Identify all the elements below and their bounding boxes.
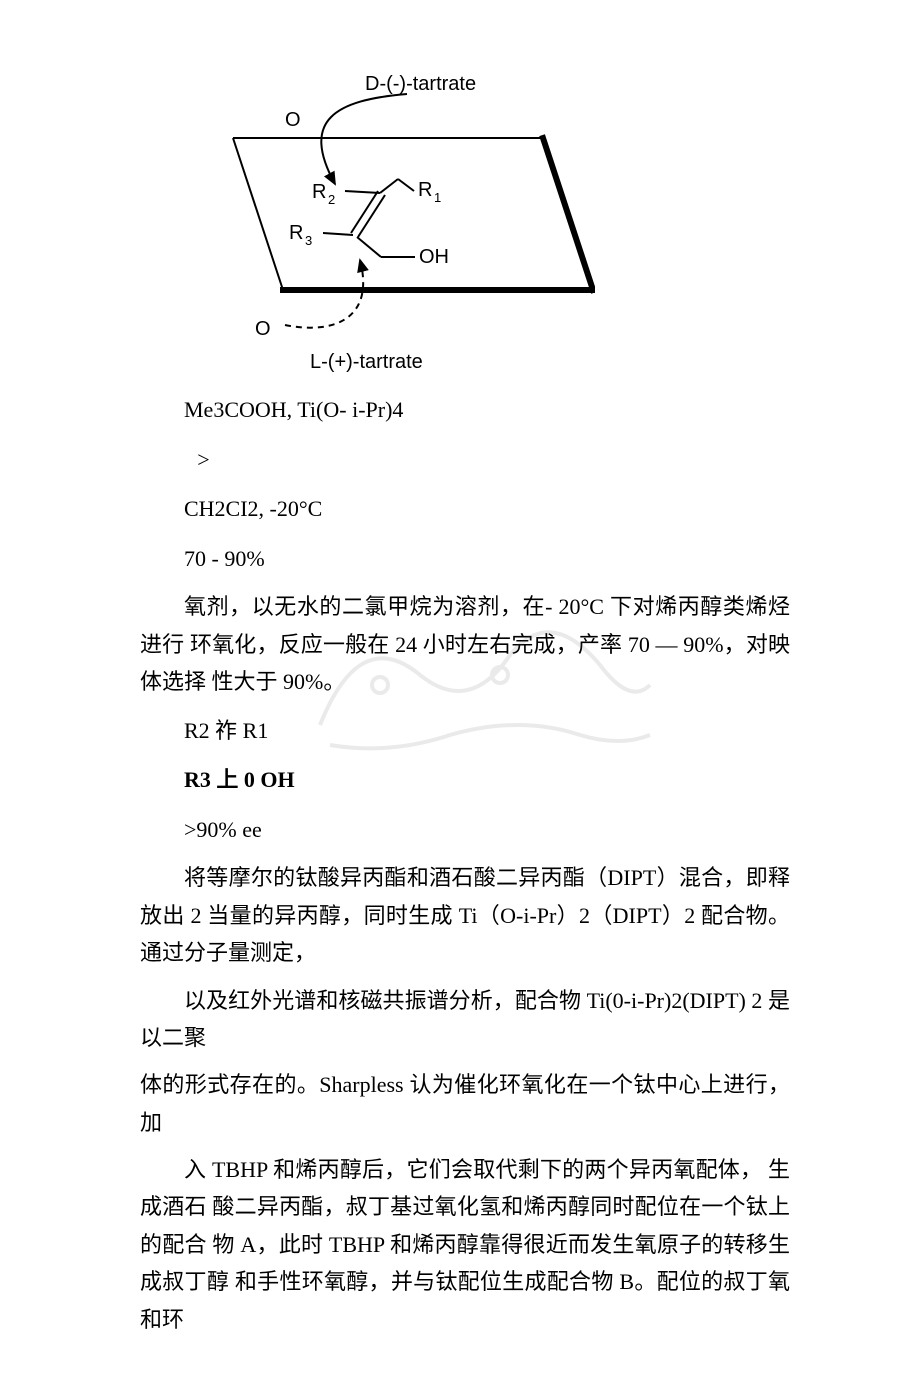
product-line-1: R2 祚 R1 (140, 711, 790, 751)
tartrate-diagram: D-(-)-tartrateOR2R1R3OHOL-(+)-tartrate (185, 60, 595, 380)
reagent-line-1: Me3COOH, Ti(O- i-Pr)4 (140, 390, 790, 430)
paragraph-1: 氧剂，以无水的二氯甲烷为溶剂，在- 20°C 下对烯丙醇类烯烃进行 环氧化，反应… (140, 588, 790, 700)
document-page: D-(-)-tartrateOR2R1R3OHOL-(+)-tartrate M… (0, 0, 920, 1388)
arrow-line: > (140, 440, 790, 480)
svg-text:2: 2 (328, 192, 335, 207)
yield-line: 70 - 90% (140, 539, 790, 579)
ee-line: >90% ee (140, 810, 790, 850)
svg-text:D-(-)-tartrate: D-(-)-tartrate (365, 73, 476, 95)
svg-text:R: R (312, 181, 326, 203)
solvent-line: CH2CI2, -20°C (140, 489, 790, 529)
paragraph-2: 将等摩尔的钛酸异丙酯和酒石酸二异丙酯（DIPT）混合，即释放出 2 当量的异丙醇… (140, 859, 790, 971)
paragraph-3b: 体的形式存在的。Sharpless 认为催化环氧化在一个钛中心上进行， 加 (140, 1066, 790, 1141)
product-line-2: R3 上 0 OH (140, 760, 790, 800)
paragraph-3a: 以及红外光谱和核磁共振谱分析，配合物 Ti(0-i-Pr)2(DIPT) 2 是… (140, 982, 790, 1057)
paragraph-4: 入 TBHP 和烯丙醇后，它们会取代剩下的两个异丙氧配体， 生成酒石 酸二异丙酯… (140, 1151, 790, 1338)
svg-text:L-(+)-tartrate: L-(+)-tartrate (310, 351, 423, 373)
svg-text:O: O (285, 109, 301, 131)
svg-text:O: O (255, 318, 271, 340)
svg-text:3: 3 (305, 233, 312, 248)
svg-text:R: R (418, 179, 432, 201)
svg-text:R: R (289, 222, 303, 244)
svg-text:1: 1 (434, 190, 441, 205)
svg-text:OH: OH (419, 246, 449, 268)
